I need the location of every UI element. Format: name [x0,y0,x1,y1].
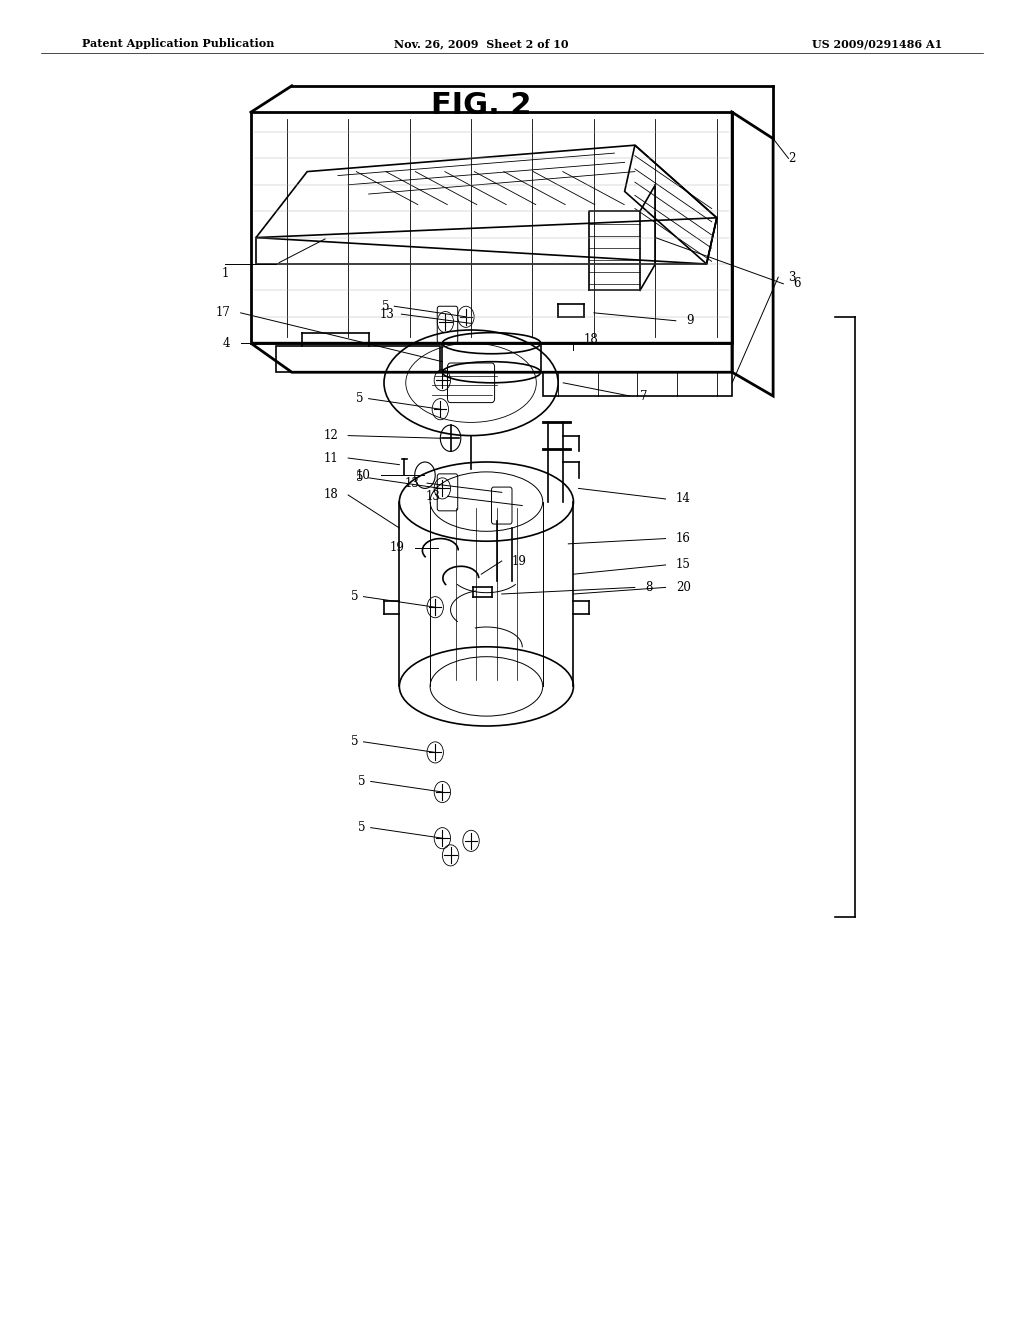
Text: Patent Application Publication: Patent Application Publication [82,38,274,49]
Text: 19: 19 [389,541,404,554]
Text: 5: 5 [382,300,389,313]
Text: 16: 16 [676,532,691,545]
Text: 8: 8 [645,581,652,594]
Text: 11: 11 [324,451,338,465]
Text: 17: 17 [215,306,230,319]
Text: 18: 18 [324,488,338,502]
Text: 4: 4 [223,337,230,350]
Text: 13: 13 [379,308,394,321]
Text: 15: 15 [676,558,691,572]
Text: 5: 5 [358,821,366,834]
Text: 19: 19 [512,554,527,568]
Text: 12: 12 [324,429,338,442]
Text: Nov. 26, 2009  Sheet 2 of 10: Nov. 26, 2009 Sheet 2 of 10 [394,38,568,49]
Text: 7: 7 [640,389,647,403]
Text: 5: 5 [356,392,364,405]
Text: 18: 18 [584,333,598,346]
Text: 6: 6 [794,277,801,290]
Text: 1: 1 [221,267,229,280]
Text: 20: 20 [676,581,691,594]
Text: 5: 5 [351,735,358,748]
Text: 3: 3 [788,271,796,284]
Text: FIG. 2: FIG. 2 [431,91,531,120]
Text: 13: 13 [425,490,440,503]
Text: 13: 13 [404,477,420,490]
Text: 5: 5 [351,590,358,603]
Text: US 2009/0291486 A1: US 2009/0291486 A1 [812,38,942,49]
Text: 10: 10 [355,469,371,482]
Text: 9: 9 [686,314,693,327]
Text: 5: 5 [358,775,366,788]
Text: 5: 5 [356,471,364,484]
Text: 14: 14 [676,492,691,506]
Text: 2: 2 [788,152,796,165]
